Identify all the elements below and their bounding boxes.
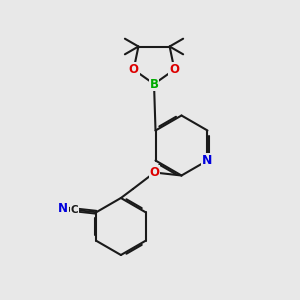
- Text: O: O: [149, 166, 160, 179]
- Text: B: B: [149, 77, 158, 91]
- Text: O: O: [129, 63, 139, 76]
- Text: O: O: [169, 63, 179, 76]
- Text: C: C: [71, 205, 78, 215]
- Text: N: N: [202, 154, 213, 167]
- Text: N: N: [58, 202, 68, 215]
